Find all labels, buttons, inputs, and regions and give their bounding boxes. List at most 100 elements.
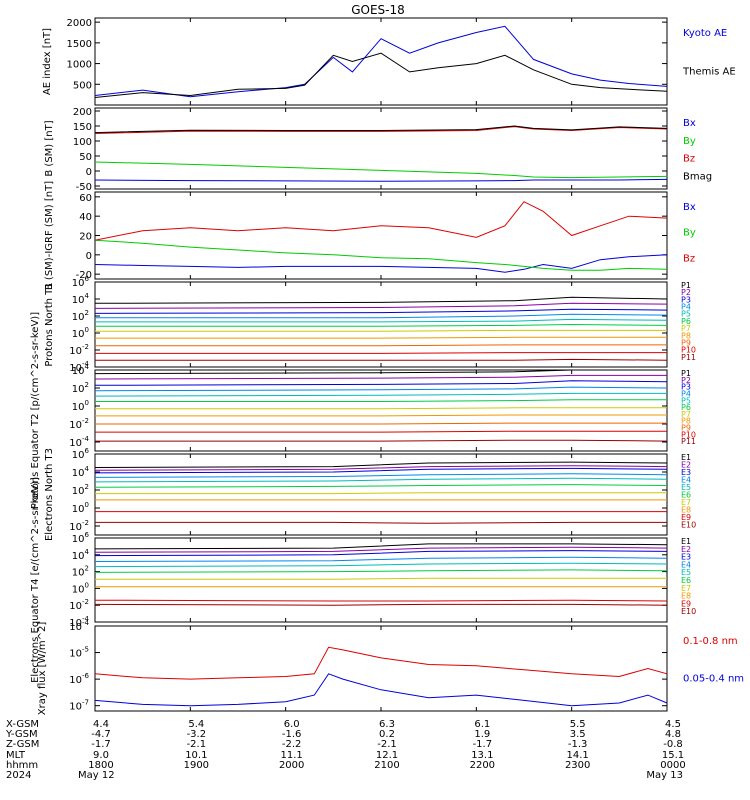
y-axis-label: B (SM) [nT]: [44, 120, 55, 176]
legend-label: Kyoto AE: [683, 28, 727, 39]
tick-exponent: -4: [82, 615, 90, 623]
y-axis-label: Protons North T1: [44, 282, 55, 366]
x-axis-row-label: X-GSM: [6, 719, 39, 730]
series-line-bx: [94, 254, 668, 273]
tick-exponent: -4: [82, 435, 90, 443]
x-axis-value: -2.2: [282, 739, 302, 750]
legend-label: 0.05-0.4 nm: [683, 674, 744, 685]
x-axis-value: 12.1: [376, 750, 398, 761]
tick-base: 10: [69, 363, 82, 374]
series-line-e3: [94, 467, 668, 474]
y-axis-label: AE index [nT]: [42, 28, 53, 95]
x-axis-value: 0000: [660, 760, 685, 771]
series-line-e9: [94, 599, 668, 602]
tick-exponent: 2: [85, 565, 89, 573]
tick-exponent: 6: [85, 275, 90, 283]
tick-base: 10: [69, 675, 82, 686]
tick-base: 10: [69, 420, 82, 431]
series-line-p4: [95, 313, 668, 319]
tick-base: 10: [72, 312, 85, 323]
tick-exponent: -4: [82, 619, 90, 627]
series-line-e4: [94, 556, 668, 562]
series-line-p8: [95, 336, 667, 339]
series-line-0-05-0-4-nm: [94, 673, 668, 707]
legend-label: P8: [681, 417, 691, 426]
tick-base: 10: [72, 384, 85, 395]
x-axis-value: 1800: [88, 760, 113, 771]
x-axis-value: 5.4: [188, 719, 204, 730]
series-line-p3: [94, 308, 668, 314]
y-tick-label: 102: [72, 483, 89, 497]
series-line-p9: [95, 344, 667, 347]
x-axis-row-label: MLT: [6, 750, 26, 761]
series-line-e7: [95, 492, 667, 495]
series-line-by: [94, 239, 668, 271]
legend-label: Themis AE: [682, 67, 736, 78]
x-axis-value: May 13: [646, 770, 683, 781]
y-tick-label: 106: [72, 447, 90, 461]
tick-base: 10: [72, 366, 85, 377]
tick-base: 10: [69, 618, 82, 629]
x-axis-value: 1.9: [474, 729, 490, 740]
series-line-p6: [95, 399, 667, 402]
legend-label: P9: [681, 424, 691, 433]
legend-label: P11: [681, 437, 696, 446]
y-tick-label: 10-4: [69, 615, 89, 629]
legend-label: P4: [681, 303, 691, 312]
series-line-p11: [95, 358, 668, 361]
series-line-bz: [94, 126, 668, 134]
x-axis-value: 11.1: [281, 750, 303, 761]
series-line-p1: [94, 296, 668, 304]
series-line-themis-ae: [94, 52, 668, 98]
series-line-e7: [95, 577, 667, 580]
series-line-e6: [94, 484, 668, 488]
y-tick-label: 102: [72, 309, 89, 323]
x-axis-value: -1.6: [282, 729, 302, 740]
series-line-p11: [95, 439, 668, 442]
legend-label: E9: [681, 599, 691, 608]
tick-exponent: 4: [85, 292, 90, 300]
x-axis-value: -1.7: [91, 739, 111, 750]
legend-label: P10: [681, 346, 696, 355]
legend-label: E7: [681, 498, 691, 507]
series-line-e3: [94, 550, 668, 557]
legend-label: P4: [681, 389, 691, 398]
y-tick-label: 10-2: [69, 519, 89, 533]
legend-label: P2: [681, 288, 691, 297]
y-tick-label: 104: [72, 292, 90, 306]
panel-frame: [94, 625, 668, 712]
series-line-e1: [94, 543, 668, 550]
legend-label: E3: [681, 553, 691, 562]
series-line-p4: [94, 386, 668, 392]
y-tick-label: 10-2: [69, 343, 89, 357]
panel-frame: [94, 107, 668, 190]
x-axis-value: -3.2: [187, 729, 207, 740]
series-line-p1: [94, 369, 667, 375]
series-line-p2: [94, 374, 667, 380]
panel-frame: [94, 17, 668, 106]
x-axis-table: X-GSMY-GSMZ-GSMMLThhmm20244.4-4.7-1.79.0…: [5, 719, 686, 781]
y-tick-label: 100: [72, 501, 89, 515]
series-line-e5: [94, 477, 668, 483]
tick-base: 10: [69, 438, 82, 449]
legend-label: E6: [681, 576, 691, 585]
legend-label: P7: [681, 410, 691, 419]
y-tick-label: 104: [72, 548, 90, 562]
x-axis-value: 6.0: [284, 719, 300, 730]
tick-exponent: 4: [85, 363, 90, 371]
tick-base: 10: [72, 329, 85, 340]
tick-base: 10: [69, 346, 82, 357]
y-tick-label: 2000: [67, 18, 92, 29]
series-line-e10: [94, 603, 668, 606]
series-line-p7: [95, 407, 667, 410]
series-line-e6: [94, 569, 668, 573]
series-line-0-1-0-8-nm: [94, 646, 668, 680]
x-axis-value: 4.8: [665, 729, 681, 740]
y-tick-label: 1000: [67, 60, 92, 71]
legend-label: E2: [681, 461, 691, 470]
y-tick-label: 100: [72, 399, 89, 413]
x-axis-value: -1.3: [568, 739, 588, 750]
tick-exponent: -6: [82, 672, 90, 680]
